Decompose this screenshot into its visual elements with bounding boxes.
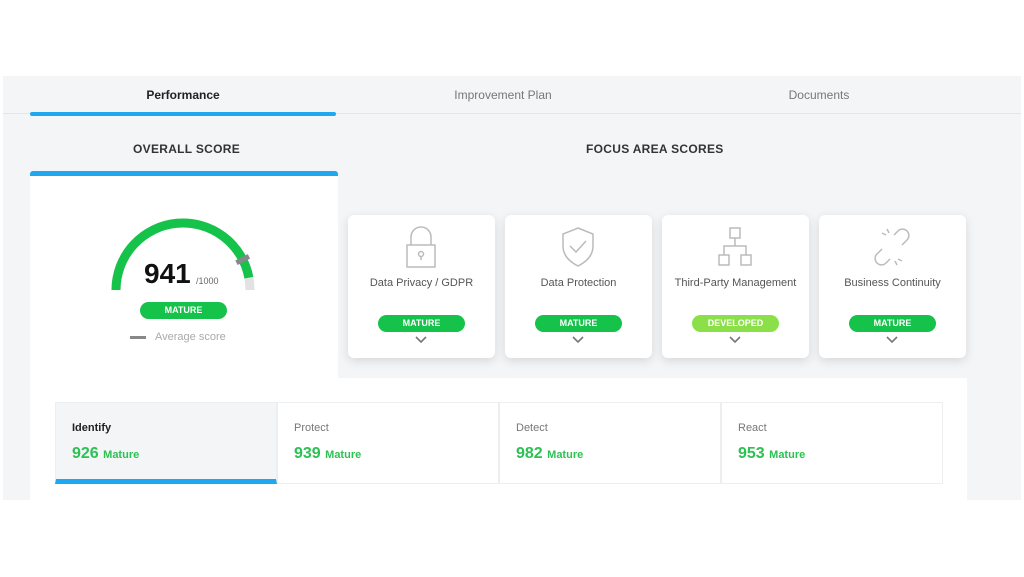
overall-score-heading: OVERALL SCORE: [133, 142, 241, 156]
gauge-fill: [111, 218, 254, 291]
function-scores-panel: Identify 926 Mature Protect 939 Mature D…: [30, 378, 967, 500]
focus-card-data-protection[interactable]: Data Protection MATURE: [505, 215, 652, 358]
function-score: 953 Mature: [738, 445, 806, 462]
focus-card-label: Data Privacy / GDPR: [369, 277, 474, 289]
overall-score-max: /1000: [196, 276, 219, 286]
focus-card-label: Data Protection: [540, 277, 617, 289]
function-tab-react[interactable]: React 953 Mature: [721, 402, 943, 484]
score-gauge: [111, 218, 255, 291]
overall-status-badge: MATURE: [140, 302, 227, 319]
overall-score-card: 941 /1000 MATURE Average score: [30, 171, 338, 378]
focus-card-label: Business Continuity: [844, 277, 941, 289]
tab-bar: Performance Improvement Plan Documents: [3, 76, 1021, 116]
focus-card-label: Third-Party Management: [674, 277, 797, 289]
tab-performance[interactable]: Performance: [30, 76, 336, 116]
status-badge: DEVELOPED: [692, 315, 779, 332]
focus-card-third-party[interactable]: Third-Party Management DEVELOPED: [662, 215, 809, 358]
chevron-down-icon[interactable]: [571, 336, 585, 344]
function-tab-protect[interactable]: Protect 939 Mature: [277, 402, 499, 484]
average-legend-label: Average score: [155, 331, 226, 343]
function-score: 926 Mature: [72, 445, 140, 462]
function-score: 982 Mature: [516, 445, 584, 462]
function-name: React: [738, 422, 767, 434]
status-badge: MATURE: [535, 315, 622, 332]
status-badge: MATURE: [849, 315, 936, 332]
chevron-down-icon[interactable]: [414, 336, 428, 344]
tab-improvement-plan[interactable]: Improvement Plan: [454, 88, 552, 102]
focus-card-business-continuity[interactable]: Business Continuity MATURE: [819, 215, 966, 358]
function-tab-detect[interactable]: Detect 982 Mature: [499, 402, 721, 484]
average-marker: [235, 254, 251, 265]
shield-check-icon: [562, 227, 594, 267]
function-name: Protect: [294, 422, 329, 434]
app: Performance Improvement Plan Documents O…: [3, 76, 1021, 500]
function-name: Identify: [72, 422, 112, 434]
overall-score-value: 941: [144, 258, 191, 289]
status-badge: MATURE: [378, 315, 465, 332]
chevron-down-icon[interactable]: [728, 336, 742, 344]
tab-documents[interactable]: Documents: [788, 88, 850, 102]
chevron-down-icon[interactable]: [885, 336, 899, 344]
function-score: 939 Mature: [294, 445, 362, 462]
lock-icon: [406, 226, 436, 268]
function-tab-identify[interactable]: Identify 926 Mature: [55, 402, 277, 484]
function-name: Detect: [516, 422, 548, 434]
hierarchy-icon: [718, 227, 752, 266]
focus-card-data-privacy[interactable]: Data Privacy / GDPR MATURE: [348, 215, 495, 358]
focus-area-heading: FOCUS AREA SCORES: [586, 142, 724, 156]
average-legend-swatch: [130, 336, 146, 339]
broken-link-icon: [874, 228, 910, 266]
